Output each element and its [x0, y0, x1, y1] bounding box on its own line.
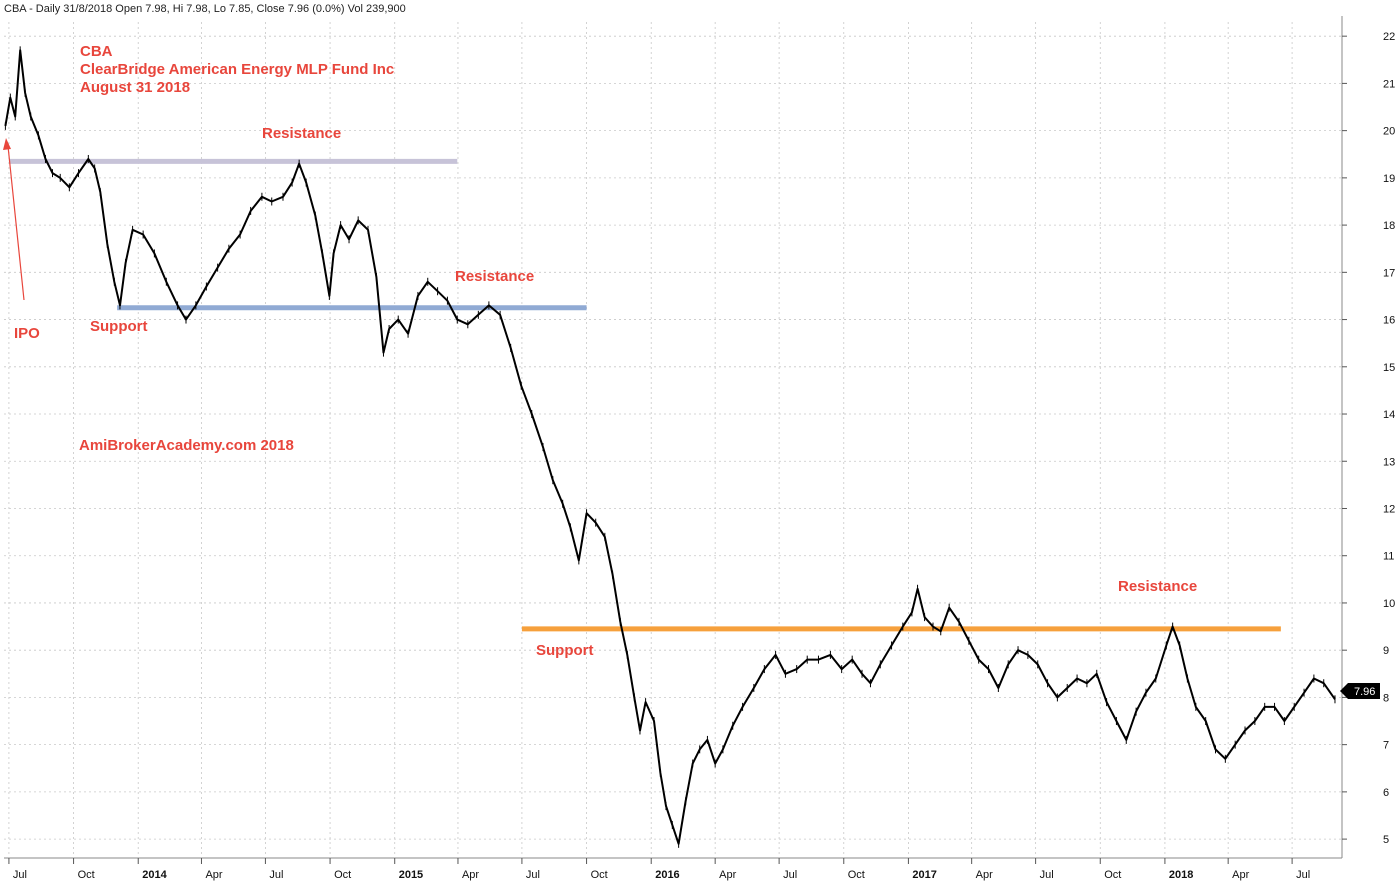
y-tick-label: 11 [1383, 551, 1394, 563]
x-tick-label: Jul [526, 869, 540, 881]
y-tick-label: 17 [1383, 267, 1395, 279]
x-tick-label: 2017 [912, 869, 936, 881]
y-tick-label: 10 [1383, 598, 1395, 610]
y-tick-label: 15 [1383, 362, 1395, 374]
y-tick-label: 9 [1383, 645, 1389, 657]
x-tick-label: Oct [848, 869, 865, 881]
x-tick-label: 2018 [1169, 869, 1193, 881]
x-tick-label: Apr [719, 869, 736, 881]
x-tick-label: Jul [13, 869, 27, 881]
watermark: AmiBrokerAcademy.com 2018 [79, 437, 294, 454]
y-tick-label: 12 [1383, 503, 1395, 515]
y-axis: 5 6 7 8 9 10 11 12 13 14 15 16 17 18 19 20 21 22 [1342, 31, 1395, 846]
x-tick-label: 2015 [399, 869, 423, 881]
support-label-1: Support [90, 318, 148, 335]
y-tick-label: 16 [1383, 315, 1395, 327]
x-tick-label: Apr [1232, 869, 1249, 881]
chart-title-date: August 31 2018 [80, 79, 190, 96]
price-series [4, 46, 1336, 848]
x-tick-label: Oct [78, 869, 95, 881]
chart-title-symbol: CBA [80, 43, 113, 60]
ipo-label: IPO [14, 325, 40, 342]
x-tick-label: Apr [462, 869, 479, 881]
x-tick-label: Jul [1040, 869, 1054, 881]
resistance-label-3: Resistance [1118, 578, 1197, 595]
y-tick-label: 8 [1383, 692, 1389, 704]
x-tick-label: Jul [783, 869, 797, 881]
price-line [4, 49, 1336, 845]
x-tick-label: Jul [1296, 869, 1310, 881]
last-price-tag: 7.96 [1340, 683, 1380, 699]
y-tick-label: 5 [1383, 834, 1389, 846]
y-tick-label: 19 [1383, 173, 1395, 185]
x-tick-label: Apr [205, 869, 222, 881]
x-tick-label: Apr [976, 869, 993, 881]
resistance-label-2: Resistance [455, 268, 534, 285]
x-tick-label: Oct [1104, 869, 1121, 881]
x-axis: Jul Oct 2014 Apr Jul Oct 2015 Apr Jul Oct 2016 Apr J… [8, 858, 1310, 881]
resistance-label-1: Resistance [262, 125, 341, 142]
y-tick-label: 14 [1383, 409, 1395, 421]
last-price-value: 7.96 [1354, 686, 1375, 698]
x-tick-label: 2016 [655, 869, 679, 881]
x-tick-label: 2014 [142, 869, 167, 881]
y-tick-label: 22 [1383, 31, 1395, 43]
ipo-arrow [3, 138, 25, 301]
y-tick-label: 7 [1383, 740, 1389, 752]
chart-header: CBA - Daily 31/8/2018 Open 7.98, Hi 7.98… [4, 3, 406, 15]
x-tick-label: Oct [591, 869, 608, 881]
support-label-2: Support [536, 642, 594, 659]
y-tick-label: 18 [1383, 220, 1395, 232]
y-tick-label: 20 [1383, 126, 1395, 138]
chart-title-name: ClearBridge American Energy MLP Fund Inc [80, 61, 394, 78]
x-tick-label: Jul [269, 869, 283, 881]
support-resistance-lines [8, 158, 1281, 632]
x-tick-label: Oct [334, 869, 351, 881]
y-tick-label: 6 [1383, 787, 1389, 799]
chart-grid [4, 16, 1343, 859]
y-tick-label: 21 [1383, 78, 1395, 90]
y-tick-label: 13 [1383, 456, 1395, 468]
